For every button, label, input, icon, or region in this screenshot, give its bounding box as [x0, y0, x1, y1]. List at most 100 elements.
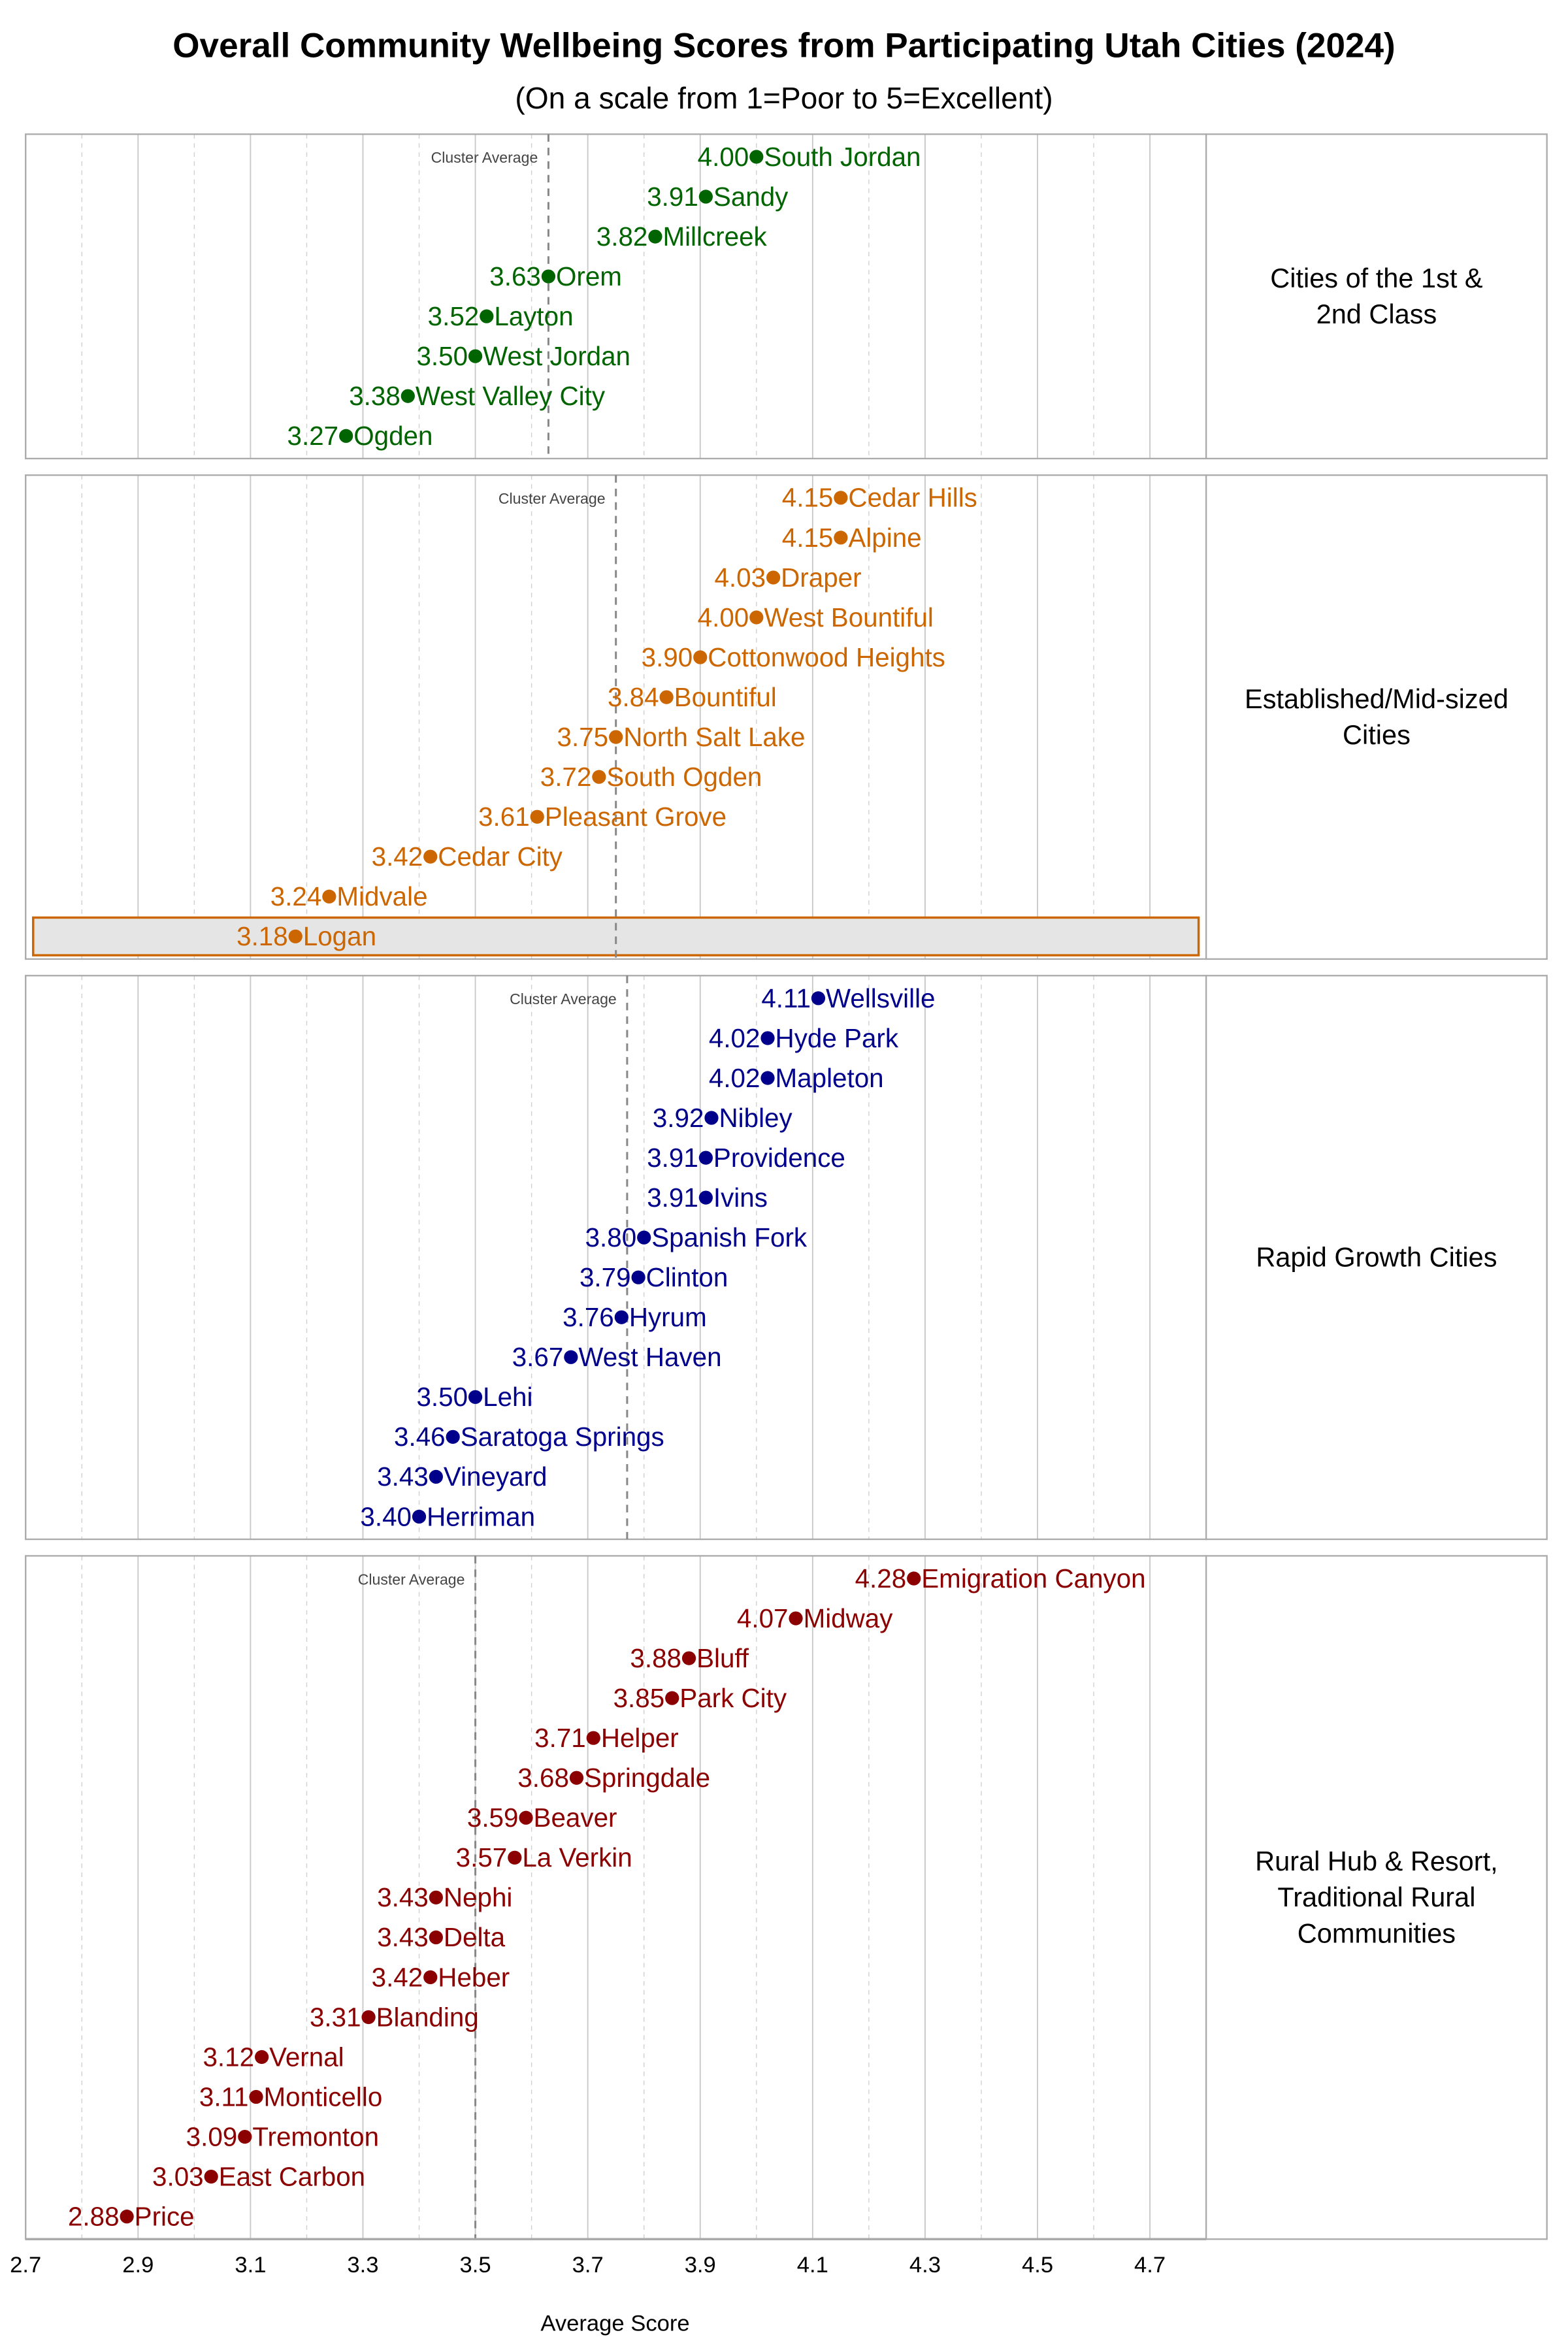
- city-label: Nephi: [444, 1882, 513, 1912]
- city-label: Midway: [804, 1603, 894, 1633]
- city-label: Providence: [713, 1143, 845, 1173]
- data-point: [789, 1611, 803, 1625]
- data-point: [631, 1270, 645, 1284]
- panel-frame: [25, 975, 1207, 1541]
- data-point: [592, 770, 606, 784]
- cluster-average-label: Cluster Average: [431, 149, 538, 166]
- data-point: [637, 1230, 651, 1245]
- chart-subtitle: (On a scale from 1=Poor to 5=Excellent): [515, 81, 1053, 115]
- value-label: 3.11: [199, 2082, 249, 2112]
- data-point-group: 3.68 Springdale: [517, 1763, 710, 1793]
- city-label: Herriman: [427, 1501, 535, 1531]
- data-point: [480, 309, 494, 323]
- data-point-group: 4.02 Hyde Park: [709, 1023, 899, 1053]
- facet-strip-label: Communities: [1298, 1918, 1456, 1949]
- value-label: 3.92: [653, 1103, 704, 1133]
- city-label: Bountiful: [674, 682, 777, 712]
- city-label: Lehi: [483, 1382, 532, 1412]
- data-point-group: 3.11 Monticello: [199, 2082, 382, 2112]
- data-point-group: 3.57 La Verkin: [456, 1842, 632, 1872]
- data-point: [249, 2089, 263, 2104]
- value-label: 4.03: [714, 563, 766, 593]
- city-label: Ivins: [713, 1183, 768, 1213]
- facet-strip-label: Cities: [1343, 719, 1411, 750]
- facet-strip-label: Traditional Rural: [1277, 1882, 1475, 1912]
- city-label: Millcreek: [662, 221, 767, 252]
- city-label: Saratoga Springs: [461, 1422, 664, 1452]
- value-label: 3.91: [647, 1183, 698, 1213]
- panel-0: Cities of the 1st & 2nd Class Cluster Aver…: [25, 133, 1548, 460]
- data-point: [339, 429, 353, 443]
- city-label: Cedar Hills: [848, 483, 977, 513]
- data-point-group: 3.84 Bountiful: [608, 682, 777, 712]
- city-label: Cottonwood Heights: [708, 642, 945, 672]
- value-label: 4.28: [855, 1563, 907, 1593]
- x-tick-label: 4.1: [797, 2253, 828, 2278]
- value-label: 3.27: [287, 421, 339, 451]
- data-point: [423, 1970, 438, 1985]
- data-point: [614, 1310, 629, 1324]
- panel-1: Established/Mid-sized Cities Cluster Avera…: [25, 474, 1548, 960]
- x-tick-label: 2.7: [10, 2253, 41, 2278]
- data-point-group: 3.67 West Haven: [512, 1342, 722, 1372]
- value-label: 3.43: [377, 1882, 429, 1912]
- data-point-group: 4.00 West Bountiful: [698, 602, 934, 632]
- panel-3: Rural Hub & Resort, Traditional Rural Comm…: [25, 1555, 1548, 2240]
- facet-strip-label: Cities of the 1st &: [1270, 263, 1483, 293]
- data-point: [665, 1691, 679, 1705]
- data-point: [564, 1350, 578, 1364]
- data-point: [760, 1071, 775, 1085]
- value-label: 3.67: [512, 1342, 564, 1372]
- value-label: 3.88: [630, 1643, 681, 1673]
- value-label: 3.52: [428, 301, 480, 331]
- data-point: [698, 1151, 713, 1165]
- data-point-group: 3.12 Vernal: [203, 2042, 344, 2072]
- value-label: 3.42: [372, 841, 423, 872]
- value-label: 3.03: [152, 2161, 204, 2191]
- data-point: [204, 2170, 218, 2184]
- data-point: [609, 730, 623, 744]
- data-point-group: 4.28 Emigration Canyon: [855, 1563, 1146, 1593]
- panel-frame: [25, 133, 1207, 460]
- data-point: [766, 570, 781, 585]
- value-label: 4.15: [782, 523, 834, 553]
- city-label: West Valley City: [416, 381, 606, 411]
- city-label: South Ogden: [606, 762, 762, 792]
- value-label: 3.90: [642, 642, 693, 672]
- data-point: [760, 1031, 775, 1045]
- city-label: Ogden: [353, 421, 433, 451]
- x-axis-label: Average Score: [540, 2311, 689, 2336]
- x-tick-label: 3.3: [347, 2253, 378, 2278]
- value-label: 3.91: [647, 182, 698, 212]
- chart-title: Overall Community Wellbeing Scores from …: [172, 27, 1395, 65]
- data-point-group: 3.38 West Valley City: [349, 381, 606, 411]
- cluster-average-label: Cluster Average: [358, 1571, 465, 1588]
- value-label: 3.79: [580, 1262, 631, 1292]
- data-point-group: 3.42 Heber: [372, 1962, 510, 1992]
- x-tick-label: 4.7: [1134, 2253, 1166, 2278]
- data-point: [468, 1390, 483, 1404]
- data-point: [120, 2210, 134, 2224]
- data-point-group: 3.18 Logan: [237, 921, 376, 951]
- city-label: South Jordan: [764, 142, 921, 172]
- value-label: 3.82: [596, 221, 648, 252]
- data-point: [423, 849, 438, 864]
- data-point: [541, 269, 556, 284]
- data-point: [659, 690, 674, 704]
- city-label: Draper: [781, 563, 861, 593]
- facet-strip-label: Rapid Growth Cities: [1256, 1242, 1497, 1273]
- data-point: [255, 2050, 269, 2065]
- data-point: [834, 531, 848, 545]
- value-label: 3.12: [203, 2042, 254, 2072]
- data-point-group: 3.59 Beaver: [467, 1803, 617, 1833]
- city-label: Pleasant Grove: [545, 802, 727, 832]
- data-point-group: 3.50 West Jordan: [416, 341, 630, 371]
- value-label: 3.46: [394, 1422, 446, 1452]
- value-label: 3.72: [540, 762, 592, 792]
- value-label: 4.15: [782, 483, 834, 513]
- data-point-group: 3.24 Midvale: [270, 881, 428, 911]
- data-point-group: 3.40 Herriman: [360, 1501, 535, 1531]
- facet-strip-label: Established/Mid-sized: [1245, 683, 1509, 714]
- value-label: 4.00: [698, 602, 749, 632]
- value-label: 3.43: [377, 1922, 429, 1952]
